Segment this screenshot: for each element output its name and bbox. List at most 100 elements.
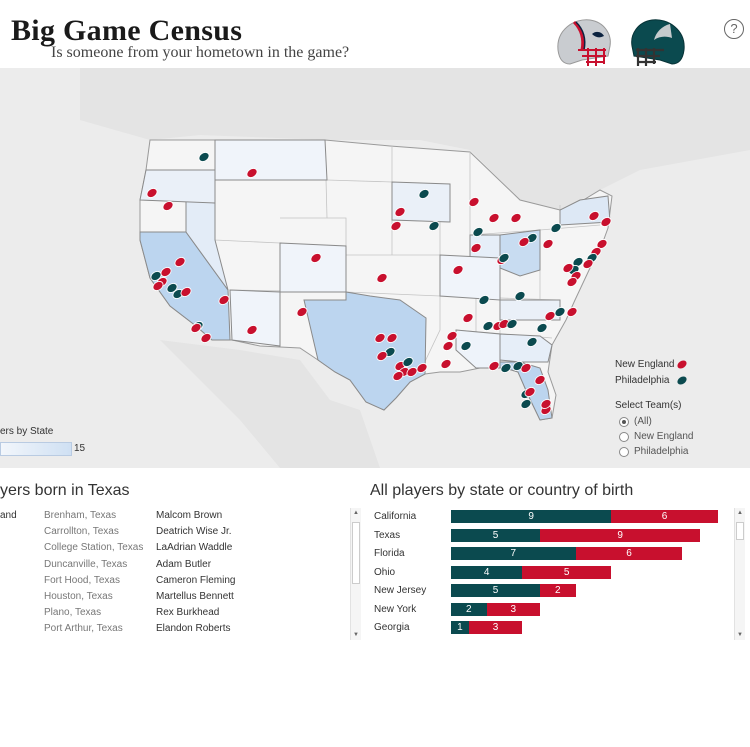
bar-row[interactable]: Texas 5 9 (370, 527, 720, 546)
football-marker[interactable] (549, 222, 563, 235)
scroll-down-icon[interactable]: ▼ (737, 632, 743, 638)
player-city[interactable]: Port Arthur, Texas (44, 623, 123, 635)
football-marker[interactable] (427, 220, 441, 233)
football-marker[interactable] (513, 290, 527, 303)
bar-row[interactable]: Ohio 4 5 (370, 564, 720, 583)
football-marker[interactable] (405, 366, 419, 379)
player-city[interactable]: Carrollton, Texas (44, 526, 119, 538)
football-marker[interactable] (459, 340, 473, 353)
football-marker[interactable] (245, 167, 259, 180)
scroll-thumb[interactable] (352, 522, 360, 584)
football-marker[interactable] (477, 294, 491, 307)
team-option-philadelphia[interactable]: Philadelphia (615, 444, 693, 459)
football-marker[interactable] (415, 362, 429, 375)
football-marker[interactable] (393, 206, 407, 219)
bar-segment-new-england[interactable]: 6 (575, 547, 683, 560)
team-option-new-england[interactable]: New England (615, 429, 693, 444)
football-marker[interactable] (519, 362, 533, 375)
state-fills[interactable] (139, 139, 611, 421)
football-marker[interactable] (525, 336, 539, 349)
football-marker[interactable] (145, 187, 159, 200)
scroll-thumb[interactable] (736, 522, 744, 540)
football-marker[interactable] (581, 258, 595, 271)
bar-row[interactable]: Georgia 1 3 (370, 619, 720, 638)
bar-segment-philadelphia[interactable]: 4 (451, 565, 523, 579)
usa-map[interactable] (0, 68, 750, 468)
football-marker[interactable] (199, 332, 213, 345)
football-marker[interactable] (439, 358, 453, 371)
bar-segment-new-england[interactable]: 3 (486, 602, 540, 616)
help-button[interactable]: ? (724, 19, 744, 39)
player-name[interactable]: Rex Burkhead (156, 607, 220, 619)
football-marker[interactable] (161, 200, 175, 213)
player-name[interactable]: LaAdrian Waddle (156, 542, 233, 554)
radio-selected-icon[interactable] (619, 416, 629, 427)
football-marker[interactable] (469, 242, 483, 255)
player-city[interactable]: Plano, Texas (44, 607, 102, 619)
legend-new-england[interactable]: New England (615, 356, 689, 372)
football-marker[interactable] (461, 312, 475, 325)
football-marker[interactable] (401, 356, 415, 369)
football-marker[interactable] (471, 226, 485, 239)
bar-segment-new-england[interactable]: 3 (468, 621, 523, 634)
bar-row[interactable]: New York 2 3 (370, 601, 720, 620)
football-marker[interactable] (561, 262, 575, 275)
bars-scrollbar[interactable]: ▲ ▼ (734, 508, 745, 640)
player-name[interactable]: Malcom Brown (156, 510, 223, 521)
football-marker[interactable] (539, 398, 553, 411)
player-map[interactable]: New England Philadelphia Select Team(s) … (0, 68, 750, 468)
player-name[interactable]: Elandon Roberts (156, 623, 231, 635)
bar-segment-philadelphia[interactable]: 5 (451, 584, 540, 597)
bar-segment-new-england[interactable]: 6 (611, 510, 718, 523)
football-marker[interactable] (217, 294, 231, 307)
football-marker[interactable] (197, 151, 211, 164)
player-city[interactable]: Houston, Texas (44, 591, 113, 603)
football-marker[interactable] (535, 322, 549, 335)
football-marker[interactable] (517, 236, 531, 249)
bar-row[interactable]: Florida 7 6 (370, 545, 720, 564)
football-marker[interactable] (499, 362, 513, 375)
bar-row[interactable]: New Jersey 5 2 (370, 582, 720, 601)
football-marker[interactable] (389, 220, 403, 233)
football-marker[interactable] (445, 330, 459, 343)
bar-segment-philadelphia[interactable]: 1 (451, 621, 469, 634)
bar-segment-new-england[interactable]: 2 (540, 584, 576, 597)
football-marker[interactable] (451, 264, 465, 277)
football-marker[interactable] (505, 318, 519, 331)
football-marker[interactable] (441, 340, 455, 353)
player-name[interactable]: Martellus Bennett (156, 591, 234, 603)
football-marker[interactable] (179, 286, 193, 299)
player-city[interactable]: Fort Hood, Texas (44, 574, 120, 586)
football-marker[interactable] (487, 360, 501, 373)
football-marker[interactable] (571, 256, 585, 269)
player-name[interactable]: Adam Butler (156, 558, 212, 570)
player-city[interactable]: Duncanville, Texas (44, 558, 128, 570)
football-marker[interactable] (565, 276, 579, 289)
scroll-down-icon[interactable]: ▼ (353, 632, 359, 638)
football-marker[interactable] (173, 256, 187, 269)
bar-segment-new-england[interactable]: 9 (540, 528, 701, 542)
football-marker[interactable] (245, 324, 259, 337)
radio-icon[interactable] (619, 431, 629, 442)
football-marker[interactable] (497, 252, 511, 265)
scroll-up-icon[interactable]: ▲ (353, 510, 359, 516)
football-marker[interactable] (391, 370, 405, 383)
football-marker[interactable] (309, 252, 323, 265)
bar-row[interactable]: California 9 6 (370, 508, 720, 527)
player-name[interactable]: Deatrich Wise Jr. (156, 526, 232, 538)
football-marker[interactable] (497, 318, 511, 331)
football-marker[interactable] (523, 386, 537, 399)
bar-segment-philadelphia[interactable]: 7 (451, 547, 576, 560)
football-marker[interactable] (467, 196, 481, 209)
player-name[interactable]: Cameron Fleming (156, 574, 236, 586)
team-option-all[interactable]: (All) (615, 414, 693, 429)
football-marker[interactable] (541, 238, 555, 251)
football-marker[interactable] (519, 398, 533, 411)
football-marker[interactable] (481, 320, 495, 333)
bar-segment-philadelphia[interactable]: 2 (451, 602, 487, 616)
football-marker[interactable] (587, 210, 601, 223)
football-marker[interactable] (385, 332, 399, 345)
football-marker[interactable] (295, 306, 309, 319)
football-marker[interactable] (151, 280, 165, 293)
football-marker[interactable] (417, 188, 431, 201)
